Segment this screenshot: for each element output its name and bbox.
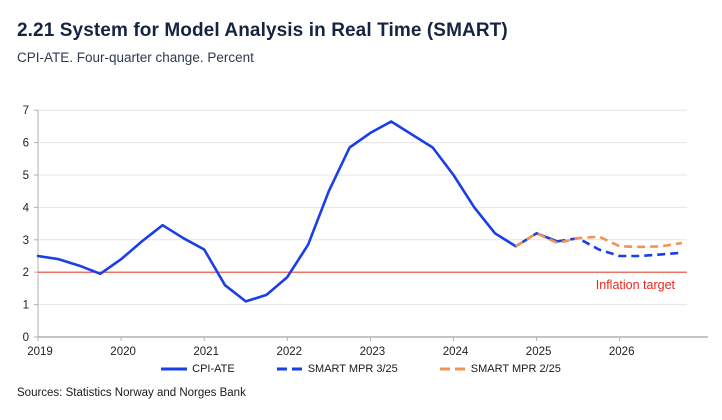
svg-text:2019: 2019 (27, 346, 53, 358)
svg-text:4: 4 (23, 202, 30, 214)
svg-text:2025: 2025 (526, 346, 552, 358)
chart-subtitle: CPI-ATE. Four-quarter change. Percent (17, 50, 254, 65)
dashed-line-icon (276, 367, 303, 371)
svg-text:2020: 2020 (110, 346, 136, 358)
svg-text:3: 3 (23, 235, 29, 247)
legend-item-cpi-ate: CPI-ATE (161, 363, 235, 375)
svg-text:1: 1 (23, 300, 29, 312)
svg-text:2023: 2023 (360, 346, 386, 358)
chart-legend: CPI-ATE SMART MPR 3/25 SMART MPR 2/25 (0, 363, 722, 375)
svg-text:2: 2 (23, 267, 29, 279)
legend-label: SMART MPR 3/25 (307, 363, 398, 375)
chart-area: 0 1 2 3 4 5 6 7 2019 2020 2021 2022 2023 2024 2025 2026… (0, 88, 722, 360)
svg-text:0: 0 (23, 332, 29, 344)
svg-text:2021: 2021 (193, 346, 219, 358)
svg-text:2024: 2024 (443, 346, 469, 358)
svg-text:7: 7 (23, 105, 29, 117)
svg-text:2026: 2026 (609, 346, 635, 358)
svg-text:5: 5 (23, 170, 29, 182)
chart-title: 2.21 System for Model Analysis in Real T… (17, 20, 508, 41)
legend-label: CPI-ATE (192, 363, 235, 375)
solid-line-icon (161, 367, 188, 371)
line-chart: 0 1 2 3 4 5 6 7 2019 2020 2021 2022 2023 2024 2025 2026… (23, 105, 708, 358)
svg-text:Inflation target: Inflation target (596, 278, 676, 292)
dashed-line-icon (439, 367, 466, 371)
legend-item-smart-mpr-2-25: SMART MPR 2/25 (439, 363, 561, 375)
svg-text:2022: 2022 (277, 346, 303, 358)
legend-label: SMART MPR 2/25 (470, 363, 561, 375)
svg-text:6: 6 (23, 138, 29, 150)
legend-item-smart-mpr-3-25: SMART MPR 3/25 (276, 363, 398, 375)
sources-note: Sources: Statistics Norway and Norges Ba… (17, 387, 246, 399)
